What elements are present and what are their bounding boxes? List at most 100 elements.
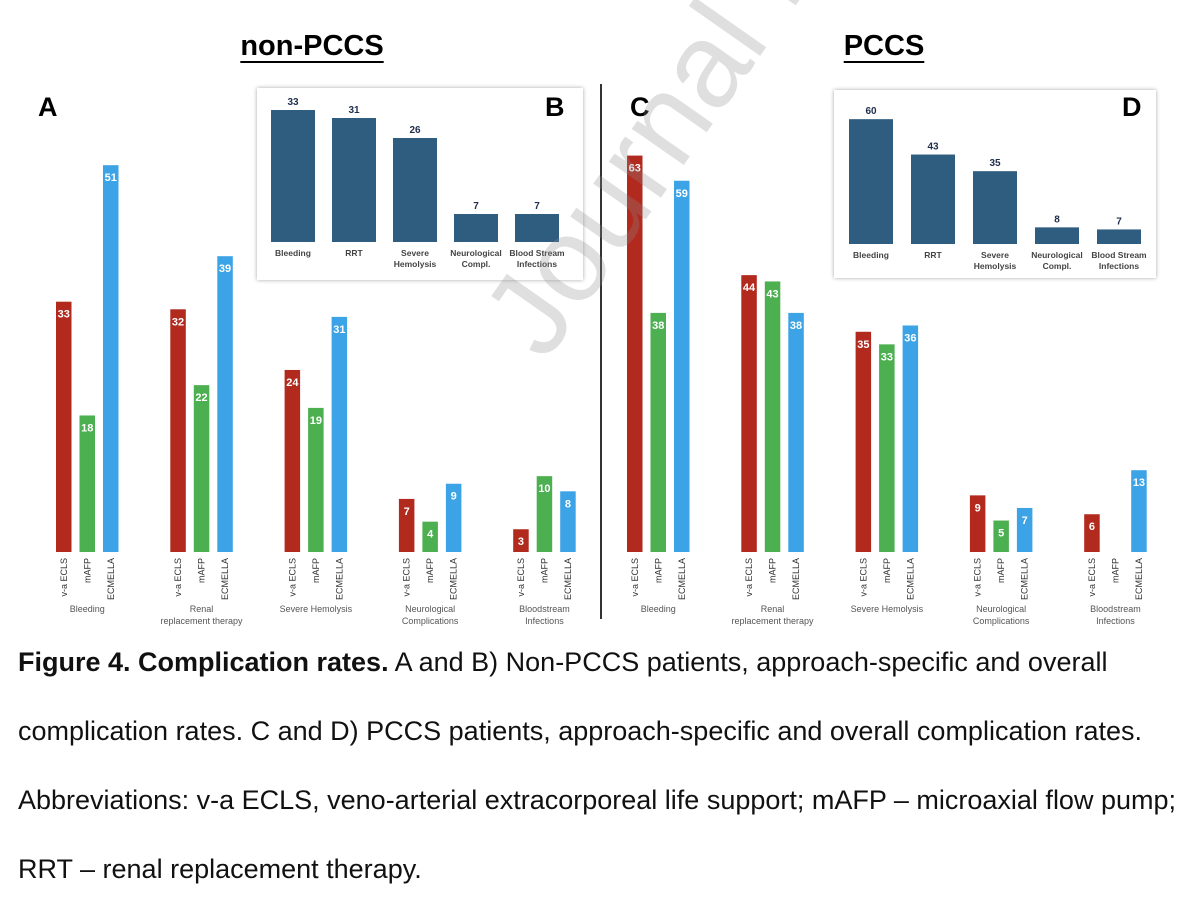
bar-severe-hemolysis-v-a-ecls bbox=[855, 331, 872, 552]
tick-label-v-a-ecls: v-a ECLS bbox=[287, 558, 297, 597]
category-label-bleeding: Bleeding bbox=[641, 604, 676, 614]
overall-category-neurological-compl: Neurological bbox=[450, 248, 501, 258]
panel-letter-a: A bbox=[38, 92, 58, 122]
overall-bar-rrt bbox=[332, 118, 376, 242]
tick-label-v-a-ecls: v-a ECLS bbox=[516, 558, 526, 597]
tick-label-ecmella: ECMELLA bbox=[220, 558, 230, 600]
category-label-bleeding: Bleeding bbox=[70, 604, 105, 614]
tick-label-v-a-ecls: v-a ECLS bbox=[973, 558, 983, 597]
tick-label-mafp: mAFP bbox=[996, 558, 1006, 583]
overall-value-neurological-compl: 7 bbox=[473, 201, 479, 212]
overall-value-blood-stream-infections: 7 bbox=[534, 201, 540, 212]
overall-value-rrt: 31 bbox=[348, 105, 360, 116]
inset-b: 33 Bleeding 31 RRT 26 Severe Hemolysis 7 Neurolo… bbox=[257, 88, 583, 280]
category-label-neurological-complications-line2: Complications bbox=[973, 616, 1030, 626]
overall-bar-neurological-compl bbox=[1035, 227, 1079, 244]
data-label-renal-replacement-therapy-mafp: 22 bbox=[195, 392, 207, 404]
overall-category-severe-hemolysis: Severe bbox=[981, 250, 1009, 260]
data-label-bloodstream-infections-v-a-ecls: 3 bbox=[518, 536, 524, 548]
tick-label-v-a-ecls: v-a ECLS bbox=[402, 558, 412, 597]
data-label-severe-hemolysis-ecmella: 31 bbox=[333, 324, 345, 336]
figure-caption: Figure 4. Complication rates. A and B) N… bbox=[18, 628, 1188, 904]
data-label-neurological-complications-v-a-ecls: 9 bbox=[975, 502, 981, 514]
bar-neurological-complications-ecmella bbox=[445, 483, 462, 552]
tick-label-mafp: mAFP bbox=[768, 558, 778, 583]
category-label-bloodstream-infections-line2: Infections bbox=[1096, 616, 1135, 626]
category-label-bloodstream-infections-line2: Infections bbox=[525, 616, 564, 626]
tick-label-ecmella: ECMELLA bbox=[905, 558, 915, 600]
tick-label-v-a-ecls: v-a ECLS bbox=[59, 558, 69, 597]
bar-neurological-complications-v-a-ecls bbox=[969, 495, 986, 552]
overall-bar-blood-stream-infections bbox=[515, 214, 559, 242]
overall-category-blood-stream-infections-line2: Infections bbox=[1099, 261, 1139, 271]
overall-category-neurological-compl-line2: Compl. bbox=[1043, 261, 1072, 271]
bar-severe-hemolysis-ecmella bbox=[331, 316, 348, 552]
data-label-neurological-complications-ecmella: 9 bbox=[451, 491, 457, 503]
panel-letter-c: C bbox=[630, 92, 650, 122]
tick-label-mafp: mAFP bbox=[311, 558, 321, 583]
overall-category-rrt: RRT bbox=[924, 250, 942, 260]
overall-value-rrt: 43 bbox=[927, 142, 939, 153]
overall-bar-rrt bbox=[911, 154, 955, 244]
category-label-neurological-complications: Neurological bbox=[405, 604, 455, 614]
overall-category-severe-hemolysis: Severe bbox=[401, 248, 429, 258]
caption-text: A and B) Non-PCCS patients, approach-spe… bbox=[18, 647, 1176, 884]
overall-category-neurological-compl-line2: Compl. bbox=[462, 259, 491, 269]
overall-category-severe-hemolysis-line2: Hemolysis bbox=[394, 259, 437, 269]
tick-label-ecmella: ECMELLA bbox=[791, 558, 801, 600]
bar-renal-replacement-therapy-v-a-ecls bbox=[170, 309, 186, 552]
data-label-severe-hemolysis-ecmella: 36 bbox=[904, 332, 916, 344]
tick-label-ecmella: ECMELLA bbox=[1020, 558, 1030, 600]
overall-value-severe-hemolysis: 35 bbox=[989, 158, 1001, 169]
overall-value-bleeding: 60 bbox=[865, 106, 877, 117]
bar-severe-hemolysis-mafp bbox=[879, 344, 895, 552]
overall-category-bleeding: Bleeding bbox=[853, 250, 889, 260]
bar-neurological-complications-v-a-ecls bbox=[398, 498, 415, 552]
bar-renal-replacement-therapy-v-a-ecls bbox=[741, 275, 757, 552]
tick-label-ecmella: ECMELLA bbox=[106, 558, 116, 600]
tick-label-v-a-ecls: v-a ECLS bbox=[1087, 558, 1097, 597]
data-label-bloodstream-infections-ecmella: 13 bbox=[1133, 477, 1145, 489]
data-label-bloodstream-infections-mafp: 10 bbox=[538, 483, 550, 495]
overall-category-neurological-compl: Neurological bbox=[1031, 250, 1082, 260]
data-label-severe-hemolysis-v-a-ecls: 24 bbox=[286, 377, 299, 389]
category-label-neurological-complications-line2: Complications bbox=[402, 616, 459, 626]
overall-category-bleeding: Bleeding bbox=[275, 248, 311, 258]
data-label-renal-replacement-therapy-ecmella: 38 bbox=[790, 320, 802, 332]
overall-category-rrt: RRT bbox=[345, 248, 363, 258]
data-label-renal-replacement-therapy-mafp: 43 bbox=[766, 288, 778, 300]
heading-pccs: PCCS bbox=[843, 30, 925, 62]
bar-bleeding-v-a-ecls bbox=[627, 155, 643, 553]
data-label-bleeding-v-a-ecls: 33 bbox=[58, 309, 70, 321]
bar-neurological-complications-ecmella bbox=[1016, 507, 1033, 552]
data-label-neurological-complications-mafp: 4 bbox=[427, 529, 434, 541]
category-label-bloodstream-infections: Bloodstream bbox=[519, 604, 570, 614]
tick-label-mafp: mAFP bbox=[653, 558, 663, 583]
heading-non-pccs: non-PCCS bbox=[240, 30, 384, 62]
bar-severe-hemolysis-v-a-ecls bbox=[284, 369, 301, 552]
data-label-renal-replacement-therapy-ecmella: 39 bbox=[219, 263, 231, 275]
bar-renal-replacement-therapy-ecmella bbox=[217, 256, 233, 552]
data-label-severe-hemolysis-v-a-ecls: 35 bbox=[857, 339, 869, 351]
data-label-bleeding-ecmella: 59 bbox=[676, 188, 688, 200]
overall-value-blood-stream-infections: 7 bbox=[1116, 216, 1122, 227]
overall-bar-blood-stream-infections bbox=[1097, 229, 1141, 244]
data-label-neurological-complications-ecmella: 7 bbox=[1022, 515, 1028, 527]
bar-renal-replacement-therapy-mafp bbox=[764, 281, 781, 552]
tick-label-mafp: mAFP bbox=[1110, 558, 1120, 583]
category-label-renal-replacement-therapy-line2: replacement therapy bbox=[161, 616, 244, 626]
overall-bar-severe-hemolysis bbox=[393, 138, 437, 242]
data-label-bleeding-mafp: 18 bbox=[81, 422, 93, 434]
panel-divider bbox=[600, 84, 602, 619]
category-label-severe-hemolysis: Severe Hemolysis bbox=[280, 604, 353, 614]
bar-bleeding-ecmella bbox=[103, 165, 119, 552]
overall-bar-neurological-compl bbox=[454, 214, 498, 242]
overall-bar-bleeding bbox=[271, 110, 315, 242]
bar-bloodstream-infections-v-a-ecls bbox=[513, 529, 529, 552]
tick-label-ecmella: ECMELLA bbox=[449, 558, 459, 600]
data-label-bleeding-v-a-ecls: 63 bbox=[629, 163, 641, 175]
tick-label-ecmella: ECMELLA bbox=[1134, 558, 1144, 600]
